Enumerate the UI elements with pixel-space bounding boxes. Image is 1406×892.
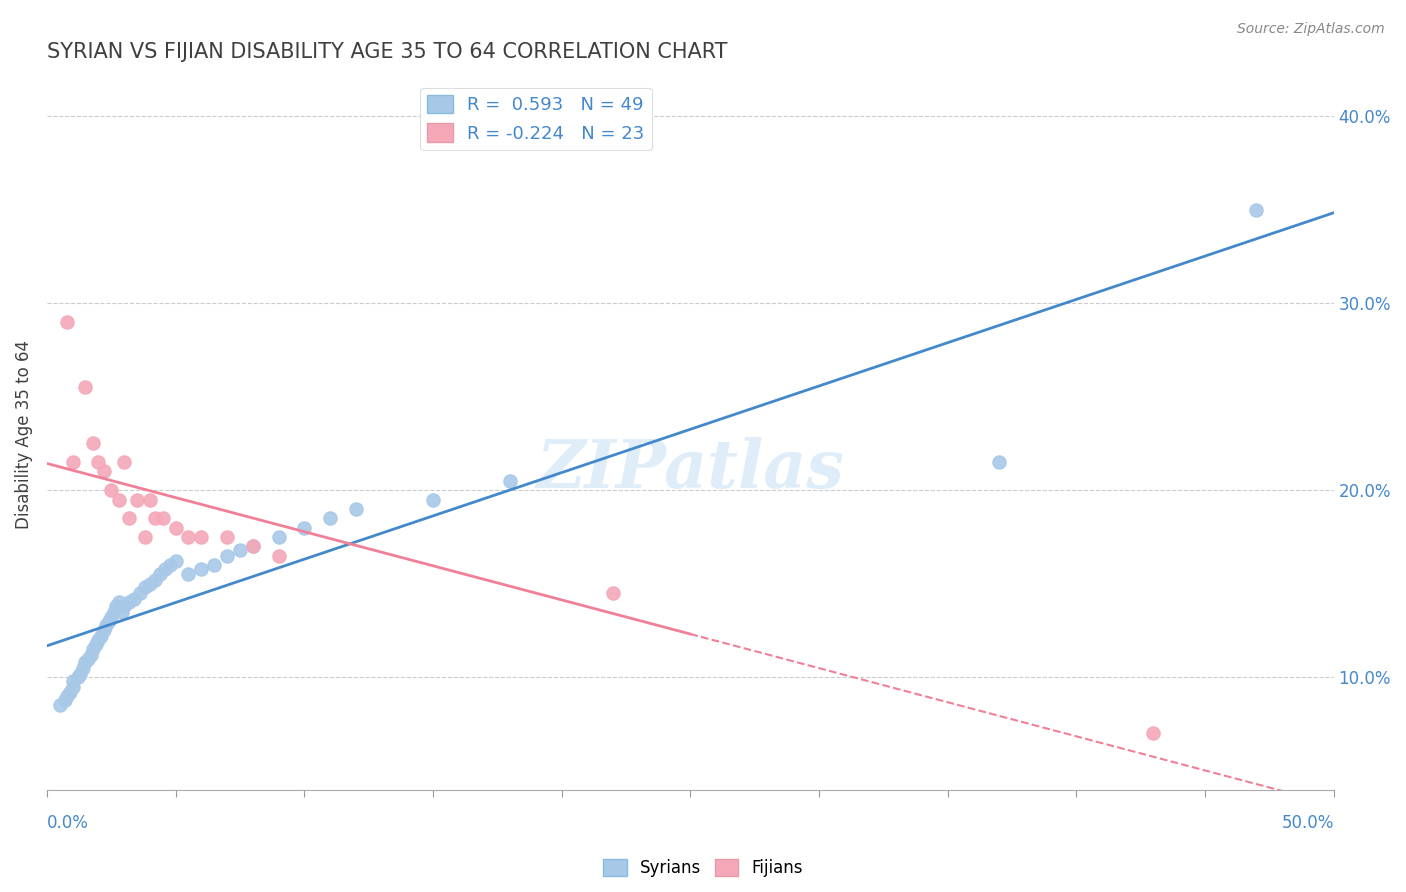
Point [105,599,128,614]
Point [267,530,290,544]
Legend: R =  0.593   N = 49, R = -0.224   N = 23: R = 0.593 N = 49, R = -0.224 N = 23 [420,87,651,150]
Point [139,492,162,507]
Text: 50.0%: 50.0% [1281,814,1334,832]
Point [149,567,172,582]
Point [1246,202,1268,217]
Point [59,685,82,699]
Point [93,465,115,479]
Point [602,586,624,600]
Point [108,595,131,609]
Text: SYRIAN VS FIJIAN DISABILITY AGE 35 TO 64 CORRELATION CHART: SYRIAN VS FIJIAN DISABILITY AGE 35 TO 64… [46,42,727,62]
Point [242,539,264,553]
Point [134,530,156,544]
Point [94,618,117,632]
Point [152,511,174,525]
Legend: Syrians, Fijians: Syrians, Fijians [596,852,810,884]
Point [87,455,110,469]
Point [97,614,120,628]
Point [75,655,97,669]
Point [155,562,177,576]
Point [103,605,125,619]
Point [190,530,212,544]
Point [62,673,84,688]
Text: ZIPatlas: ZIPatlas [536,437,844,502]
Point [139,576,162,591]
Point [110,605,132,619]
Point [215,549,238,563]
Point [190,562,212,576]
Point [56,689,79,703]
Point [125,492,148,507]
Point [422,492,444,507]
Point [112,599,135,614]
Point [56,315,79,329]
Point [319,511,342,525]
Point [62,680,84,694]
Point [143,573,166,587]
Point [77,651,100,665]
Point [229,543,252,558]
Point [499,474,522,488]
Point [165,554,187,568]
Point [159,558,181,572]
Point [177,567,200,582]
Point [292,520,315,534]
Point [242,539,264,553]
Point [215,530,238,544]
Point [988,455,1011,469]
Point [100,483,122,498]
Point [69,666,91,681]
Point [49,698,72,713]
Point [177,530,200,544]
Point [128,586,150,600]
Point [87,632,110,647]
Point [72,661,94,675]
Text: 0.0%: 0.0% [46,814,89,832]
Point [82,642,104,657]
Point [90,629,112,643]
Point [93,624,115,638]
Point [75,380,97,394]
Point [108,492,131,507]
Point [143,511,166,525]
Point [267,549,290,563]
Point [202,558,225,572]
Point [66,670,89,684]
Point [1142,726,1164,740]
Point [53,692,76,706]
Point [100,610,122,624]
Y-axis label: Disability Age 35 to 64: Disability Age 35 to 64 [15,340,32,529]
Point [118,511,141,525]
Point [112,455,135,469]
Point [84,637,107,651]
Point [79,648,101,662]
Point [134,581,156,595]
Text: Source: ZipAtlas.com: Source: ZipAtlas.com [1237,22,1385,37]
Point [165,520,187,534]
Point [118,595,141,609]
Point [82,436,104,450]
Point [344,501,367,516]
Point [62,455,84,469]
Point [124,591,146,606]
